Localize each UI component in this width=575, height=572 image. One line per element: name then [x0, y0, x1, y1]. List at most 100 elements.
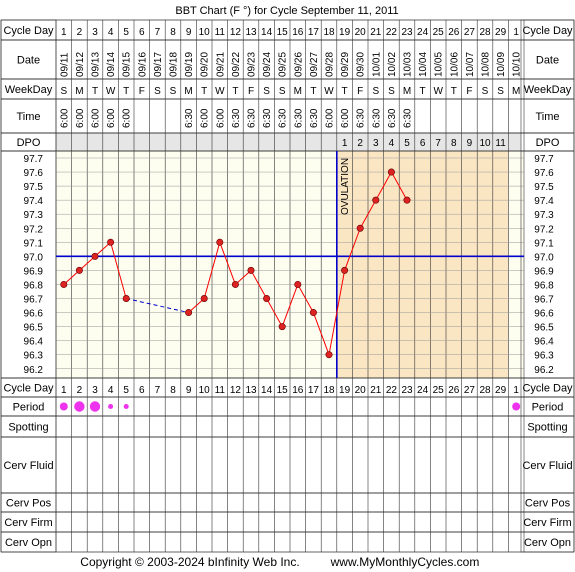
cycle-day-number: 21	[370, 27, 382, 38]
cycle-day-number-bottom: 26	[448, 385, 460, 396]
temp-tick-right: 97.0	[534, 252, 554, 263]
weekday-letter: T	[232, 86, 238, 97]
date-label: 09/13	[91, 52, 102, 77]
temp-point	[107, 238, 115, 246]
chart-title: BBT Chart (F °) for Cycle September 11, …	[175, 5, 398, 17]
cycle-day-number: 13	[245, 27, 257, 38]
cycle-day-number-bottom: 28	[479, 385, 491, 396]
temp-tick-right: 96.7	[534, 295, 554, 306]
temp-tick-right: 96.3	[534, 351, 554, 362]
temp-tick-right: 96.4	[534, 337, 554, 348]
row-label-left-cerv-opn: Cerv Opn	[5, 537, 52, 549]
temp-tick-left: 97.5	[24, 182, 44, 193]
time-label: 6:30	[371, 108, 382, 128]
cycle-day-number: 24	[417, 27, 429, 38]
dpo-number: 5	[404, 138, 410, 149]
row-label-left-cycle-day-bottom: Cycle Day	[3, 383, 54, 395]
row-label-left-date: Date	[17, 55, 40, 67]
date-label: 09/23	[247, 52, 258, 77]
period-dot	[108, 404, 114, 409]
cycle-day-number: 15	[277, 27, 289, 38]
period-dot	[123, 404, 129, 409]
cycle-day-number: 2	[77, 27, 83, 38]
weekday-letter: F	[357, 86, 363, 97]
cycle-day-number: 5	[123, 27, 129, 38]
temp-tick-left: 96.2	[24, 365, 44, 376]
cycle-day-number-bottom: 27	[464, 385, 476, 396]
temp-point	[356, 224, 364, 232]
date-label: 09/17	[153, 52, 164, 77]
temp-tick-left: 97.2	[24, 224, 44, 235]
cycle-day-number-bottom: 18	[323, 385, 335, 396]
cycle-day-number-bottom: 11	[215, 385, 226, 396]
cycle-day-number-bottom: 3	[92, 385, 98, 396]
date-label: 09/29	[340, 52, 351, 77]
cycle-day-number-bottom: 19	[339, 385, 351, 396]
date-label: 09/26	[293, 52, 304, 77]
date-label: 10/05	[434, 52, 445, 77]
cycle-day-number-bottom: 4	[108, 385, 114, 396]
temp-point	[372, 196, 380, 204]
cycle-day-number: 14	[261, 27, 273, 38]
cycle-day-number: 8	[170, 27, 176, 38]
temp-line-segment	[250, 270, 268, 299]
date-label: 09/28	[325, 52, 336, 77]
temp-line-segment	[297, 284, 314, 313]
temp-tick-left: 97.6	[24, 168, 44, 179]
temp-line-segment	[328, 270, 346, 355]
time-label: 6:00	[75, 108, 86, 128]
weekday-letter: T	[342, 86, 348, 97]
time-label: 6:30	[247, 108, 258, 128]
cycle-day-number: 18	[323, 27, 335, 38]
date-label: 09/18	[169, 52, 180, 77]
time-label: 6:00	[122, 108, 133, 128]
time-label: 6:30	[278, 108, 289, 128]
time-label: 6:00	[340, 108, 351, 128]
row-label-right-period: Period	[532, 402, 564, 414]
date-label: 09/27	[309, 52, 320, 77]
time-label: 6:00	[59, 108, 70, 128]
temp-gap-dashed	[126, 298, 189, 314]
cycle-day-number-bottom: 23	[401, 385, 413, 396]
temp-line-segment	[359, 199, 377, 229]
weekday-letter: T	[451, 86, 457, 97]
cycle-day-number-bottom: 2	[77, 385, 83, 396]
row-label-left-time: Time	[16, 111, 40, 123]
row-label-right-cerv-firm: Cerv Firm	[523, 517, 571, 529]
weekday-letter: S	[263, 86, 270, 97]
weekday-letter: T	[123, 86, 129, 97]
date-label: 10/10	[512, 52, 523, 77]
temp-tick-left: 97.4	[24, 196, 44, 207]
time-label: 6:00	[325, 108, 336, 128]
row-label-right-dpo: DPO	[536, 137, 560, 149]
time-label: 6:00	[215, 108, 226, 128]
date-label: 09/30	[356, 52, 367, 77]
cycle-day-number-bottom: 7	[155, 385, 161, 396]
temp-axis-right	[520, 150, 575, 379]
temp-line-segment	[281, 284, 299, 327]
temp-axis-left	[0, 150, 57, 379]
temp-point	[91, 252, 99, 260]
row-label-cell-right-cerv-fluid	[520, 436, 575, 494]
ovulation-label: OVULATION	[340, 158, 351, 215]
date-label: 09/11	[59, 52, 70, 77]
footer-copyright: Copyright © 2003-2024 bInfinity Web Inc.	[80, 555, 299, 569]
row-label-left-cycle-day: Cycle Day	[3, 25, 54, 37]
temp-point	[216, 238, 224, 246]
date-label: 09/22	[231, 52, 242, 77]
weekday-letter: S	[388, 86, 395, 97]
dpo-number: 6	[420, 138, 426, 149]
cycle-day-number-bottom: 6	[139, 385, 145, 396]
temp-tick-left: 97.7	[24, 154, 44, 165]
temp-tick-right: 96.2	[534, 365, 554, 376]
cycle-day-number-bottom: 17	[308, 385, 320, 396]
weekday-letter: T	[310, 86, 316, 97]
date-label: 09/14	[106, 52, 117, 77]
cycle-day-number-bottom: 14	[261, 385, 273, 396]
temp-tick-right: 97.3	[534, 210, 554, 221]
row-label-right-cycle-day: Cycle Day	[522, 25, 573, 37]
weekday-letter: M	[184, 86, 192, 97]
weekday-letter: W	[433, 86, 443, 97]
date-label: 09/20	[200, 52, 211, 77]
